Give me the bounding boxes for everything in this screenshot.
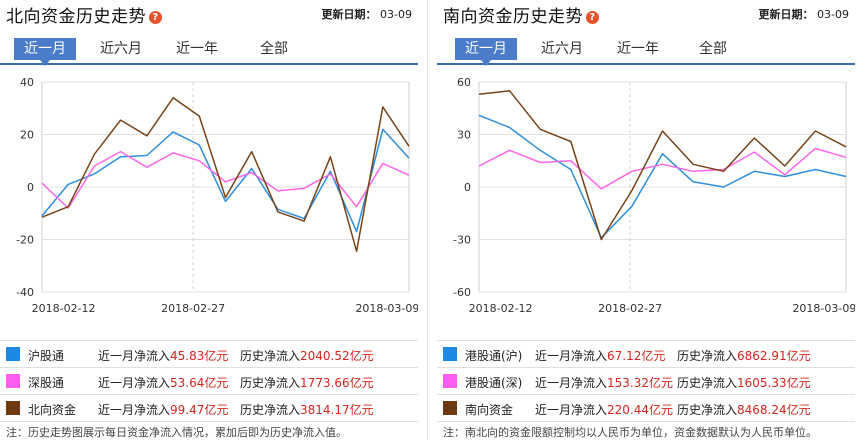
series-line bbox=[478, 90, 847, 241]
y-tick-label: 0 bbox=[464, 181, 471, 194]
panel-header: 北向资金历史走势? 更新日期： 03-09 bbox=[0, 0, 418, 27]
month-inflow: 近一月净流入53.64亿元 bbox=[98, 376, 229, 390]
range-tabs: 近一月 近六月 近一年 全部 bbox=[437, 33, 855, 66]
help-icon[interactable]: ? bbox=[586, 10, 599, 24]
x-tick-label: 2018-02-27 bbox=[161, 302, 225, 315]
footnote: 注：南北向的资金限额控制均以人民币为单位，资金数据默认为人民币单位。 bbox=[443, 426, 817, 439]
tab-all[interactable]: 全部 bbox=[260, 41, 288, 57]
legend-table: 港股通(沪) 近一月净流入67.12亿元 历史净流入6862.91亿元 港股通(… bbox=[437, 340, 855, 422]
range-tabs: 近一月 近六月 近一年 全部 bbox=[0, 33, 418, 66]
month-inflow: 近一月净流入45.83亿元 bbox=[98, 349, 229, 363]
legend-swatch bbox=[443, 401, 457, 415]
y-tick-label: -60 bbox=[453, 286, 471, 299]
legend-row: 沪股通 近一月净流入45.83亿元 历史净流入2040.52亿元 bbox=[0, 340, 418, 367]
legend-name: 港股通(深) bbox=[465, 376, 523, 390]
legend-swatch bbox=[6, 347, 20, 361]
panel-divider bbox=[427, 0, 428, 440]
tab-all[interactable]: 全部 bbox=[699, 41, 727, 57]
y-tick-label: 40 bbox=[20, 76, 34, 89]
legend-swatch bbox=[6, 374, 20, 388]
legend-table: 沪股通 近一月净流入45.83亿元 历史净流入2040.52亿元 深股通 近一月… bbox=[0, 340, 418, 422]
legend-swatch bbox=[443, 347, 457, 361]
tab-6-months[interactable]: 近六月 bbox=[100, 41, 142, 57]
tab-1-year[interactable]: 近一年 bbox=[176, 41, 218, 57]
x-tick-label: 2018-02-12 bbox=[32, 302, 96, 315]
month-inflow: 近一月净流入220.44亿元 bbox=[535, 403, 674, 417]
legend-row: 港股通(沪) 近一月净流入67.12亿元 历史净流入6862.91亿元 bbox=[437, 340, 855, 367]
series-line bbox=[41, 97, 410, 253]
history-inflow: 历史净流入1773.66亿元 bbox=[240, 376, 374, 390]
y-tick-label: -40 bbox=[16, 286, 34, 299]
x-tick-label: 2018-03-09 bbox=[792, 302, 855, 315]
tab-6-months[interactable]: 近六月 bbox=[541, 41, 583, 57]
history-inflow: 历史净流入3814.17亿元 bbox=[240, 403, 374, 417]
tab-1-year[interactable]: 近一年 bbox=[617, 41, 659, 57]
update-date: 更新日期： 03-09 bbox=[758, 8, 849, 21]
tab-1-month[interactable]: 近一月 bbox=[455, 38, 517, 66]
legend-name: 南向资金 bbox=[465, 403, 514, 417]
x-tick-label: 2018-02-12 bbox=[469, 302, 533, 315]
panel-title: 南向资金历史走势? bbox=[443, 2, 599, 27]
month-inflow: 近一月净流入153.32亿元 bbox=[535, 376, 674, 390]
legend-name: 北向资金 bbox=[28, 403, 77, 417]
panel-header: 南向资金历史走势? 更新日期： 03-09 bbox=[437, 0, 855, 27]
legend-swatch bbox=[6, 401, 20, 415]
help-icon[interactable]: ? bbox=[149, 10, 162, 24]
legend-row: 深股通 近一月净流入53.64亿元 历史净流入1773.66亿元 bbox=[0, 367, 418, 394]
legend-row: 港股通(深) 近一月净流入153.32亿元 历史净流入1605.33亿元 bbox=[437, 367, 855, 394]
history-inflow: 历史净流入1605.33亿元 bbox=[677, 376, 811, 390]
history-inflow: 历史净流入8468.24亿元 bbox=[677, 403, 811, 417]
northbound-panel: 北向资金历史走势? 更新日期： 03-09 近一月 近六月 近一年 全部 40 2… bbox=[0, 0, 418, 440]
history-inflow: 历史净流入6862.91亿元 bbox=[677, 349, 811, 363]
y-tick-label: 0 bbox=[27, 181, 34, 194]
legend-name: 沪股通 bbox=[28, 349, 65, 363]
month-inflow: 近一月净流入99.47亿元 bbox=[98, 403, 229, 417]
legend-name: 深股通 bbox=[28, 376, 65, 390]
history-inflow: 历史净流入2040.52亿元 bbox=[240, 349, 374, 363]
legend-swatch bbox=[443, 374, 457, 388]
northbound-line-chart: 40 20 0 -20 -40 2018-02-12 2018-02-27 2018-03-0… bbox=[16, 76, 418, 315]
y-tick-label: -30 bbox=[453, 234, 471, 247]
tab-1-month[interactable]: 近一月 bbox=[14, 38, 76, 66]
series-line bbox=[41, 150, 410, 209]
series-line bbox=[478, 114, 847, 239]
series-line bbox=[41, 128, 410, 233]
y-tick-label: 30 bbox=[457, 129, 471, 142]
series-line bbox=[478, 147, 847, 190]
southbound-panel: 南向资金历史走势? 更新日期： 03-09 近一月 近六月 近一年 全部 60 3… bbox=[437, 0, 855, 440]
legend-row: 南向资金 近一月净流入220.44亿元 历史净流入8468.24亿元 bbox=[437, 394, 855, 422]
panel-title: 北向资金历史走势? bbox=[6, 2, 162, 27]
update-date: 更新日期： 03-09 bbox=[321, 8, 412, 21]
southbound-line-chart: 60 30 0 -30 -60 2018-02-12 2018-02-27 2018-03-0… bbox=[453, 76, 855, 315]
y-tick-label: -20 bbox=[16, 234, 34, 247]
y-tick-label: 20 bbox=[20, 129, 34, 142]
legend-name: 港股通(沪) bbox=[465, 349, 523, 363]
x-tick-label: 2018-03-09 bbox=[355, 302, 418, 315]
month-inflow: 近一月净流入67.12亿元 bbox=[535, 349, 666, 363]
footnote: 注：历史走势图展示每日资金净流入情况，累加后即为历史净流入值。 bbox=[6, 426, 347, 439]
x-tick-label: 2018-02-27 bbox=[598, 302, 662, 315]
legend-row: 北向资金 近一月净流入99.47亿元 历史净流入3814.17亿元 bbox=[0, 394, 418, 422]
y-tick-label: 60 bbox=[457, 76, 471, 89]
